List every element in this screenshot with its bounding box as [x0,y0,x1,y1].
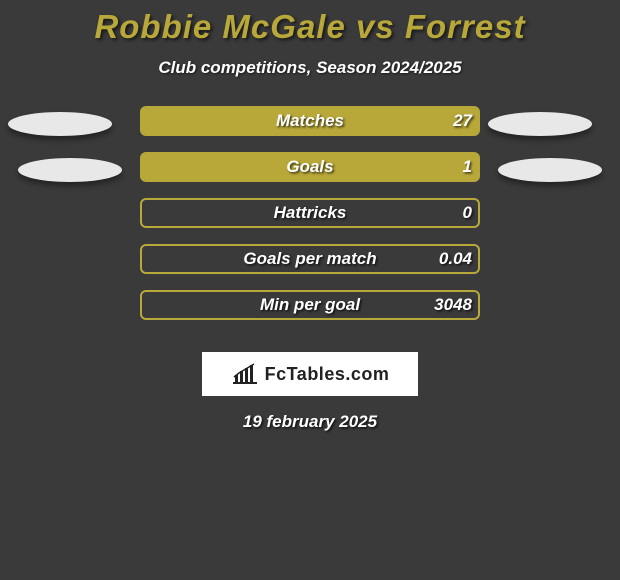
comparison-title: Robbie McGale vs Forrest [0,0,620,46]
player-right-shadow [498,158,602,182]
logo-text: FcTables.com [265,364,390,385]
stat-row: Matches27 [0,106,620,152]
date-text: 19 february 2025 [0,412,620,432]
stat-row: Hattricks0 [0,198,620,244]
bar-chart-icon [231,363,259,385]
stat-bar [140,106,480,136]
player-left-shadow [18,158,122,182]
player-right-shadow [488,112,592,136]
player-left-shadow [8,112,112,136]
stats-rows: Matches27Goals1Hattricks0Goals per match… [0,106,620,336]
comparison-subtitle: Club competitions, Season 2024/2025 [0,58,620,78]
stat-row: Goals1 [0,152,620,198]
stat-row: Min per goal3048 [0,290,620,336]
stat-bar [140,290,480,320]
stat-bar [140,244,480,274]
stat-bar-fill [142,154,478,180]
fctables-logo: FcTables.com [202,352,418,396]
stat-bar [140,152,480,182]
stat-bar [140,198,480,228]
stat-row: Goals per match0.04 [0,244,620,290]
stat-bar-fill [142,108,478,134]
